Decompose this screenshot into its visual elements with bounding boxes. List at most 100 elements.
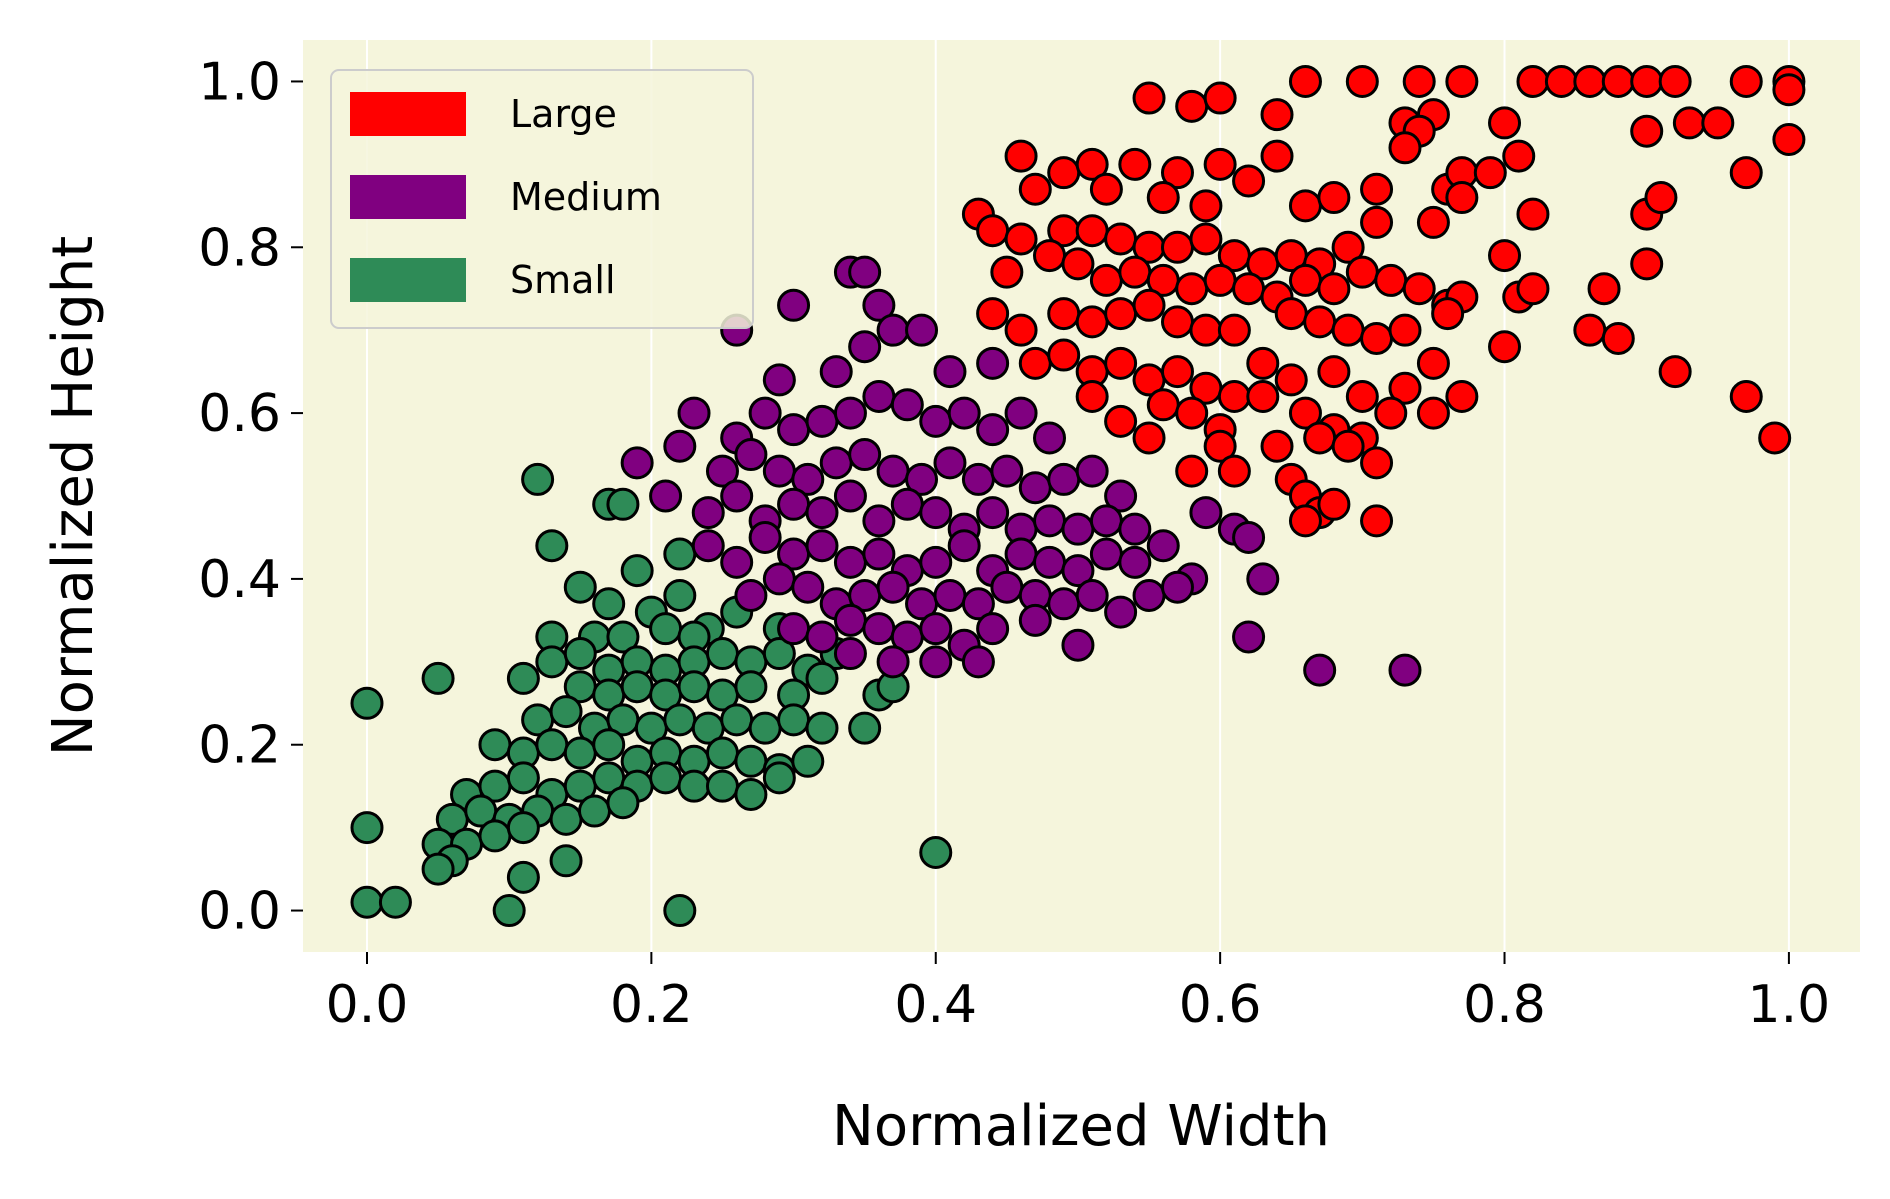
point-large-24 [1772, 122, 1806, 156]
point-large-118 [1388, 371, 1422, 405]
point-medium-15 [777, 413, 811, 447]
point-large-111 [1160, 355, 1194, 389]
point-large-124 [1146, 388, 1180, 422]
point-medium-87 [933, 578, 967, 612]
point-medium-36 [961, 462, 995, 496]
point-medium-42 [649, 479, 683, 513]
y-tick-label-5: 1.0 [198, 52, 281, 112]
point-medium-77 [1118, 545, 1152, 579]
legend-swatch-large [350, 92, 466, 136]
point-small-4 [563, 570, 597, 604]
x-tick-label-4: 0.8 [1463, 975, 1546, 1035]
point-large-38 [1729, 156, 1763, 190]
point-large-43 [1189, 189, 1223, 223]
point-medium-9 [976, 346, 1010, 380]
point-large-99 [1331, 313, 1365, 347]
point-medium-44 [720, 479, 754, 513]
point-large-146 [1317, 487, 1351, 521]
point-medium-3 [777, 288, 811, 322]
point-large-139 [1303, 421, 1337, 455]
point-large-3 [1288, 64, 1322, 98]
point-medium-11 [762, 363, 796, 397]
point-medium-41 [1104, 479, 1138, 513]
point-medium-1 [848, 255, 882, 289]
legend-swatch-small [350, 258, 466, 302]
point-medium-51 [919, 496, 953, 530]
legend-label-large: Large [510, 92, 617, 136]
point-medium-59 [1189, 496, 1223, 530]
point-small-51 [748, 711, 782, 745]
point-medium-76 [1089, 537, 1123, 571]
point-medium-96 [1246, 562, 1280, 596]
point-medium-7 [848, 330, 882, 364]
point-large-1 [1175, 89, 1209, 123]
point-medium-40 [1075, 454, 1109, 488]
point-medium-88 [961, 587, 995, 621]
point-medium-80 [734, 578, 768, 612]
x-tick-label-1: 0.2 [610, 975, 693, 1035]
point-small-90 [506, 811, 540, 845]
point-medium-57 [1089, 504, 1123, 538]
point-large-22 [1672, 106, 1706, 140]
point-large-40 [1018, 172, 1052, 206]
point-large-115 [1274, 363, 1308, 397]
point-small-33 [620, 670, 654, 704]
point-small-85 [606, 786, 640, 820]
point-small-58 [563, 736, 597, 770]
x-tick-label-5: 1.0 [1748, 975, 1831, 1035]
point-small-53 [805, 711, 839, 745]
point-large-93 [1132, 288, 1166, 322]
point-large-36 [1473, 156, 1507, 190]
point-large-81 [1374, 263, 1408, 297]
point-medium-62 [691, 529, 725, 563]
point-large-67 [1630, 247, 1664, 281]
point-large-136 [1203, 429, 1237, 463]
point-medium-12 [677, 396, 711, 430]
point-large-97 [1274, 297, 1308, 331]
y-tick-label-1: 0.2 [198, 716, 281, 776]
point-large-32 [1260, 139, 1294, 173]
point-large-98 [1303, 305, 1337, 339]
point-medium-21 [947, 396, 981, 430]
point-small-94 [506, 860, 540, 894]
point-large-58 [1160, 230, 1194, 264]
point-large-28 [1118, 147, 1152, 181]
point-large-65 [1360, 205, 1394, 239]
point-large-92 [1104, 297, 1138, 331]
point-large-96 [1217, 313, 1251, 347]
point-large-90 [1047, 297, 1081, 331]
point-large-120 [1445, 380, 1479, 414]
point-small-42 [350, 686, 384, 720]
point-large-37 [1502, 139, 1536, 173]
point-large-103 [1488, 330, 1522, 364]
point-medium-71 [947, 529, 981, 563]
point-large-109 [1104, 346, 1138, 380]
point-medium-81 [762, 562, 796, 596]
point-large-123 [1104, 404, 1138, 438]
legend-label-medium: Medium [510, 175, 662, 219]
legend-swatch-medium [350, 175, 466, 219]
point-small-78 [762, 761, 796, 795]
point-large-44 [1288, 189, 1322, 223]
point-medium-32 [848, 438, 882, 472]
point-medium-46 [777, 487, 811, 521]
point-large-12 [1658, 64, 1692, 98]
point-small-35 [677, 670, 711, 704]
point-small-98 [492, 894, 526, 928]
point-small-59 [592, 728, 626, 762]
point-large-25 [1004, 139, 1038, 173]
point-medium-93 [1104, 595, 1138, 629]
point-medium-5 [876, 313, 910, 347]
point-medium-95 [1160, 570, 1194, 604]
point-small-83 [549, 802, 583, 836]
point-small-77 [734, 777, 768, 811]
point-large-4 [1345, 64, 1379, 98]
point-medium-39 [1047, 462, 1081, 496]
point-large-121 [1658, 355, 1692, 389]
point-small-48 [663, 703, 697, 737]
point-small-19 [563, 637, 597, 671]
point-large-142 [1758, 421, 1792, 455]
point-large-9 [1573, 64, 1607, 98]
point-large-127 [1246, 380, 1280, 414]
